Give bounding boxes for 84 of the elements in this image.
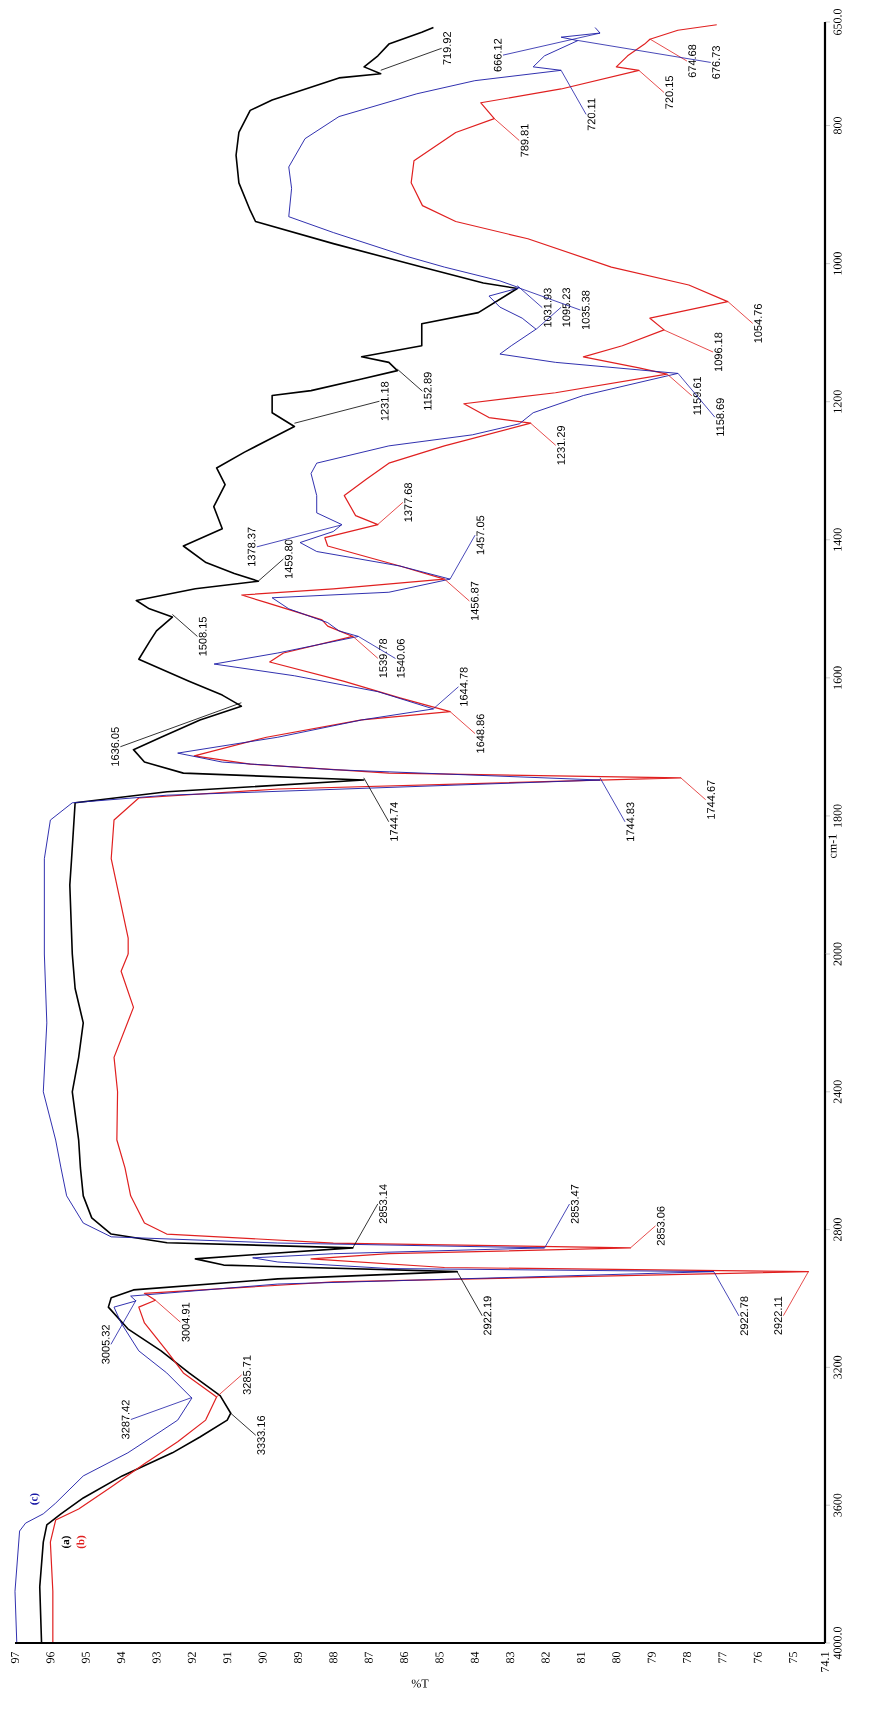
y-tick-label: 4000.0: [833, 1626, 842, 1660]
annotation: 3333.16: [257, 1415, 265, 1455]
annotation: 1231.18: [380, 381, 389, 421]
annotation: 1377.68: [404, 482, 413, 522]
y-tick-label: 2400: [833, 1080, 842, 1104]
annotation: 1035.38: [581, 290, 590, 330]
annotation: 1459.80: [284, 539, 293, 579]
x-tick-label: 75: [789, 1652, 798, 1663]
annotation: 1644.78: [459, 667, 468, 706]
x-axis-title: %T: [411, 1679, 429, 1688]
x-tick-label: 87: [364, 1651, 373, 1664]
y-tick-label: 1800: [833, 804, 842, 827]
annotation: 1744.83: [626, 802, 635, 841]
text: (a): [61, 1536, 72, 1548]
y-tick-label: 1400: [833, 528, 842, 551]
y-tick-label: 1200: [833, 390, 842, 413]
annotation: 1508.15: [198, 617, 207, 656]
annotation: 1231.29: [557, 425, 565, 465]
x-tick-label: 84: [470, 1651, 479, 1664]
annotation: 674.68: [688, 44, 697, 78]
x-tick-label: 83: [506, 1652, 515, 1664]
x-tick-label: 88: [329, 1652, 338, 1664]
annotation: 1744.74: [390, 802, 398, 841]
annotation: 1636.05: [111, 727, 119, 766]
annotation: 1031.93: [543, 288, 552, 327]
x-tick-label: 85: [435, 1652, 444, 1664]
y-tick-label: 800: [833, 117, 842, 135]
annotation: 1152.89: [423, 372, 432, 410]
y-tick-label: 2800: [833, 1218, 842, 1242]
annotation: 1457.05: [476, 515, 485, 555]
annotation: 3005.32: [101, 1325, 110, 1364]
annotation: 2853.06: [656, 1206, 665, 1246]
x-tick-label: 96: [46, 1651, 55, 1664]
annotation: 789.81: [520, 124, 529, 157]
annotation: 2853.14: [379, 1184, 387, 1224]
annotation: 1096.18: [714, 332, 723, 372]
x-tick-label: 79: [647, 1652, 656, 1663]
x-tick-label: 77: [718, 1651, 727, 1663]
x-tick-label: 94: [117, 1651, 126, 1664]
x-tick-label: 74.1: [820, 1652, 830, 1672]
annotation: 1158.69: [716, 398, 725, 436]
x-tick-label: 95: [81, 1652, 90, 1664]
annotation: 1456.87: [470, 581, 479, 621]
annotation: 1539.78: [379, 638, 387, 678]
annotation: 1159.61: [693, 376, 702, 415]
y-tick-label: 1000: [833, 252, 842, 275]
x-tick-label: 89: [293, 1652, 302, 1664]
annotation: 2922.11: [774, 1296, 782, 1335]
x-tick-label: 76: [753, 1651, 762, 1663]
x-tick-label: 93: [152, 1652, 161, 1664]
annotation: 2922.19: [483, 1296, 492, 1336]
x-tick-label: 81: [576, 1652, 585, 1664]
annotation: 1378.37: [247, 527, 256, 566]
annotation: 1540.06: [396, 639, 405, 678]
annotation: 719.92: [443, 32, 451, 65]
text: (b): [76, 1535, 87, 1549]
annotation: 720.15: [665, 76, 674, 109]
y-axis-title: cm-1: [828, 834, 837, 858]
annotation: 676.73: [712, 46, 720, 79]
annotation: 1095.23: [562, 287, 571, 327]
text: (c): [29, 1493, 40, 1505]
annotation: 3285.71: [243, 1355, 251, 1395]
x-tick-label: 78: [682, 1652, 692, 1663]
x-tick-label: 92: [187, 1652, 196, 1664]
y-tick-label: 650.0: [833, 8, 842, 35]
annotation: 2922.78: [740, 1296, 749, 1336]
annotation: 720.11: [587, 98, 596, 131]
annotation: 3287.42: [121, 1400, 130, 1439]
annotation: 1054.76: [754, 304, 762, 343]
x-tick-label: 91: [223, 1652, 232, 1664]
annotation: 666.12: [493, 38, 502, 72]
annotation: 1648.86: [476, 714, 485, 753]
x-tick-label: 80: [612, 1652, 621, 1664]
annotation: 3004.91: [181, 1302, 190, 1342]
x-tick-label: 86: [400, 1651, 409, 1664]
y-tick-label: 3600: [833, 1493, 842, 1517]
x-tick-label: 82: [541, 1652, 550, 1664]
x-tick-label: 90: [258, 1652, 267, 1664]
y-tick-label: 2000: [833, 942, 842, 966]
y-tick-label: 3200: [833, 1355, 842, 1379]
x-tick-label: 97: [10, 1651, 20, 1664]
y-tick-label: 1600: [833, 666, 842, 689]
annotation: 2853.47: [570, 1184, 579, 1224]
annotation: 1744.67: [707, 780, 715, 819]
